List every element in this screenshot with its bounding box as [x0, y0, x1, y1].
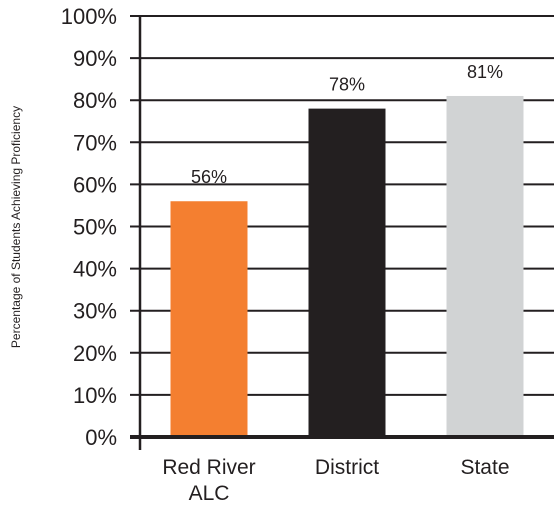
data-label: 78%	[329, 75, 365, 95]
y-tick-label: 70%	[73, 130, 117, 155]
y-tick-label: 30%	[73, 299, 117, 324]
y-tick-label: 60%	[73, 172, 117, 197]
bars	[170, 95, 524, 438]
x-tick-labels: Red River ALC District State	[162, 456, 509, 505]
y-tick-label: 100%	[61, 4, 117, 29]
x-tick-label: ALC	[189, 482, 230, 505]
data-labels: 56% 78% 81%	[191, 62, 503, 187]
bar	[308, 108, 386, 438]
y-tick-label: 10%	[73, 383, 117, 408]
data-label: 81%	[467, 62, 503, 82]
y-tick-label: 80%	[73, 88, 117, 113]
y-tick-label: 90%	[73, 46, 117, 71]
y-tick-labels: 0% 10% 20% 30% 40% 50% 60% 70% 80% 90% 100%	[61, 4, 117, 450]
x-tick-label: State	[460, 456, 509, 479]
data-label: 56%	[191, 167, 227, 187]
x-tick-label: Red River	[162, 456, 255, 479]
y-axis-label: Percentage of Students Achieving Profici…	[9, 106, 23, 348]
y-tick-label: 0%	[85, 425, 117, 450]
y-tick-label: 40%	[73, 257, 117, 282]
x-tick-label: District	[315, 456, 379, 479]
y-tick-label: 20%	[73, 341, 117, 366]
y-tick-label: 50%	[73, 215, 117, 240]
axes	[130, 15, 554, 450]
bar	[446, 95, 524, 438]
bar	[170, 201, 248, 437]
